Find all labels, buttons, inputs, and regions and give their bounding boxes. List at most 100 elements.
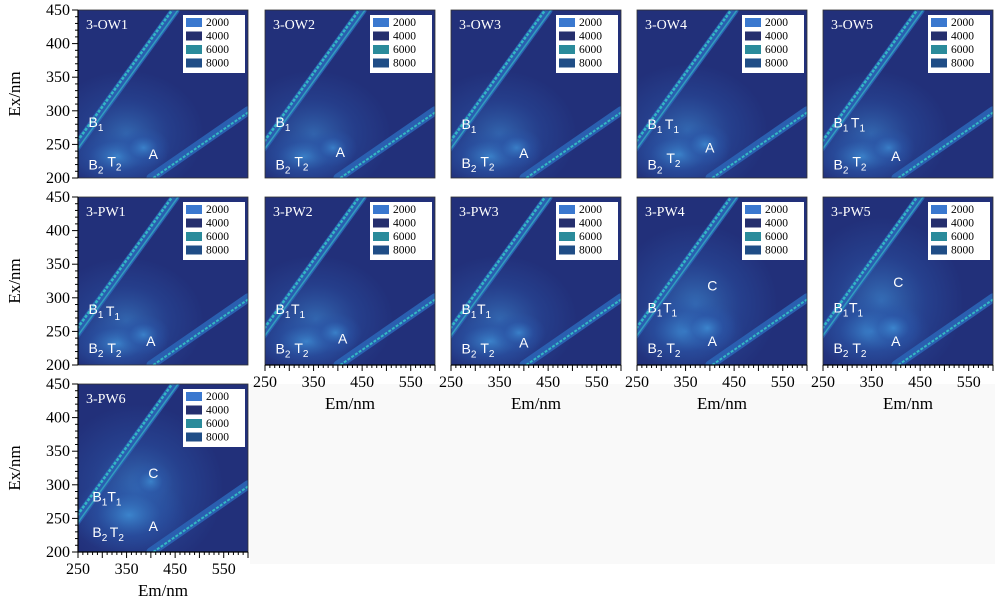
rayleigh-band-1 bbox=[451, 197, 553, 340]
peak-subscript: 2 bbox=[471, 350, 477, 361]
x-tick-label: 350 bbox=[860, 374, 884, 391]
legend-label: 8000 bbox=[951, 245, 974, 257]
y-axis-title: Ex/nm bbox=[5, 258, 24, 303]
peak-a: A bbox=[891, 333, 901, 349]
x-tick-label: 550 bbox=[771, 374, 795, 391]
legend-label: 4000 bbox=[951, 218, 974, 230]
legend-swatch bbox=[931, 31, 947, 41]
y-tick-label: 350 bbox=[46, 443, 70, 460]
peak-subscript: 2 bbox=[118, 533, 124, 544]
peak-subscript: 1 bbox=[300, 310, 306, 321]
x-axis: 250 350 450 550 Em/nm bbox=[811, 364, 994, 413]
rayleigh-band-1 bbox=[823, 10, 925, 153]
peak-subscript: 2 bbox=[471, 164, 477, 175]
legend-swatch bbox=[186, 245, 202, 255]
x-axis-title: Em/nm bbox=[138, 581, 188, 600]
y-axis-title: Ex/nm bbox=[5, 445, 24, 490]
panel-label: 3-PW5 bbox=[831, 205, 871, 220]
peak-subscript: 2 bbox=[98, 349, 104, 360]
rayleigh-core-2 bbox=[339, 298, 435, 365]
peak-subscript: 1 bbox=[673, 125, 679, 136]
y-tick-label: 400 bbox=[46, 410, 70, 427]
legend-swatch bbox=[931, 218, 947, 228]
peak-a: A bbox=[705, 139, 715, 155]
peak-subscript: 2 bbox=[675, 159, 681, 170]
rayleigh-core-1b bbox=[78, 10, 179, 150]
legend-label: 4000 bbox=[206, 218, 229, 230]
peak-subscript: 1 bbox=[98, 310, 104, 321]
legend-label: 6000 bbox=[579, 44, 602, 56]
x-axis: 250 350 450 550 Em/nm bbox=[66, 551, 249, 600]
peak-subscript: 1 bbox=[672, 309, 678, 320]
legend-label: 6000 bbox=[393, 44, 416, 56]
legend-swatch bbox=[931, 45, 947, 54]
legend-label: 6000 bbox=[951, 231, 974, 243]
legend-label: 8000 bbox=[206, 245, 229, 257]
legend-label: 2000 bbox=[206, 204, 229, 216]
legend-swatch bbox=[745, 245, 761, 255]
rayleigh-band-1 bbox=[78, 10, 180, 153]
rayleigh-core-2 bbox=[152, 298, 248, 365]
y-axis-title: Ex/nm bbox=[5, 71, 24, 116]
y-tick-label: 200 bbox=[46, 357, 70, 374]
y-tick-label: 450 bbox=[46, 2, 70, 19]
x-tick-label: 250 bbox=[811, 374, 835, 391]
legend-label: 4000 bbox=[393, 218, 416, 230]
rayleigh-band-2 bbox=[519, 293, 621, 365]
peak-subscript: 1 bbox=[114, 312, 120, 323]
legend-swatch bbox=[559, 58, 575, 68]
peak-subscript: 1 bbox=[285, 310, 291, 321]
rayleigh-core-1 bbox=[265, 10, 361, 143]
legend-label: 2000 bbox=[765, 204, 788, 216]
legend-label: 4000 bbox=[206, 31, 229, 43]
legend-label: 4000 bbox=[765, 218, 788, 230]
rayleigh-band-2 bbox=[333, 106, 435, 178]
rayleigh-band-2 bbox=[705, 106, 807, 178]
y-tick-label: 300 bbox=[46, 290, 70, 307]
intensity-region-3 bbox=[129, 461, 173, 502]
rayleigh-band-1 bbox=[265, 197, 367, 340]
rayleigh-band-1 bbox=[823, 197, 925, 340]
peak-subscript: 1 bbox=[858, 309, 864, 320]
x-tick-label: 550 bbox=[212, 561, 236, 578]
peak-c: C bbox=[707, 277, 717, 293]
peak-subscript: 2 bbox=[657, 349, 663, 360]
peak-a: A bbox=[891, 148, 901, 164]
legend-label: 4000 bbox=[579, 218, 602, 230]
legend-swatch bbox=[373, 205, 389, 214]
rayleigh-band-1 bbox=[451, 10, 553, 153]
panel-label: 3-OW5 bbox=[831, 18, 873, 33]
x-axis-title: Em/nm bbox=[325, 394, 375, 413]
legend-label: 6000 bbox=[579, 231, 602, 243]
legend-label: 2000 bbox=[579, 17, 602, 29]
legend-label: 8000 bbox=[579, 245, 602, 257]
lower-right-blank-area bbox=[250, 384, 995, 564]
legend-swatch bbox=[745, 45, 761, 54]
panel-label: 3-PW1 bbox=[86, 205, 126, 220]
x-axis: 250 350 450 550 Em/nm bbox=[625, 364, 808, 413]
intensity-region-3 bbox=[678, 122, 732, 166]
x-axis-title: Em/nm bbox=[697, 394, 747, 413]
intensity-region-3 bbox=[308, 312, 363, 353]
panel-label: 3-OW1 bbox=[86, 18, 128, 33]
panel-label: 3-OW2 bbox=[273, 18, 315, 33]
rayleigh-core-1 bbox=[451, 197, 547, 330]
peak-subscript: 2 bbox=[303, 349, 309, 360]
peak-subscript: 2 bbox=[285, 165, 291, 176]
panel-label: 3-OW3 bbox=[459, 18, 501, 33]
peak-subscript: 1 bbox=[657, 309, 663, 320]
peak-subscript: 1 bbox=[657, 125, 663, 136]
rayleigh-band-1 bbox=[78, 384, 180, 527]
rayleigh-core-2 bbox=[525, 298, 621, 365]
legend-swatch bbox=[186, 232, 202, 241]
peak-subscript: 1 bbox=[116, 498, 122, 509]
panel-label: 3-PW3 bbox=[459, 205, 499, 220]
legend-label: 6000 bbox=[206, 231, 229, 243]
x-axis: 250 350 450 550 Em/nm bbox=[439, 364, 622, 413]
peak-a: A bbox=[519, 145, 529, 161]
